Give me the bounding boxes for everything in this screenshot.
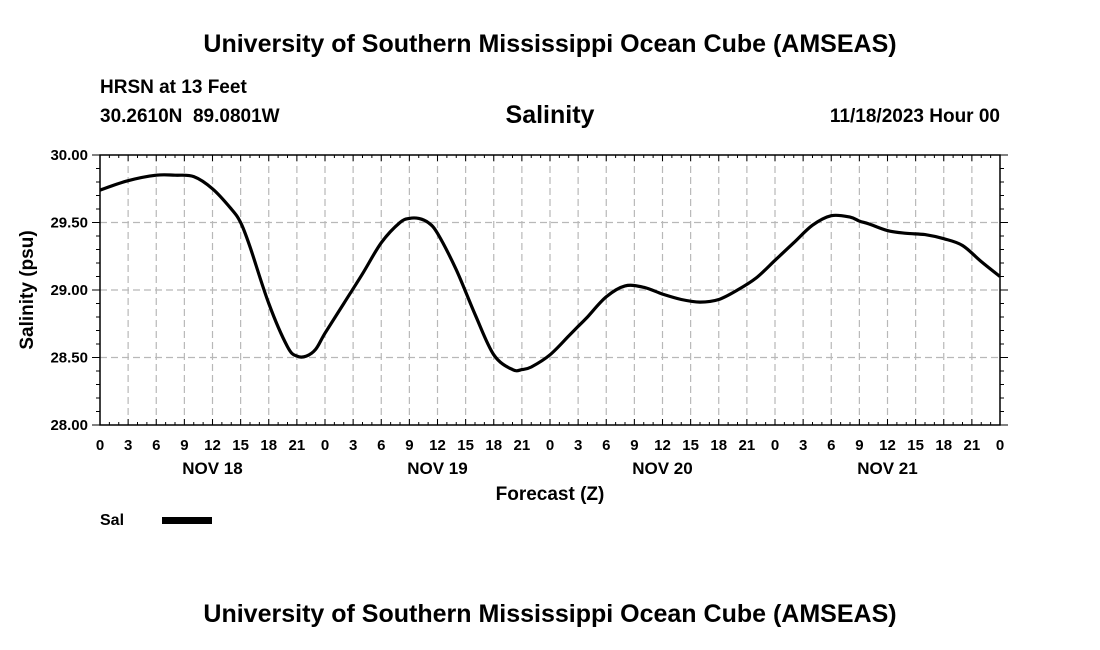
x-tick-label: 15 — [907, 437, 924, 454]
chart-footer-title: University of Southern Mississippi Ocean… — [203, 600, 897, 628]
x-axis-title: Forecast (Z) — [496, 484, 605, 505]
x-tick-label: 3 — [574, 437, 582, 454]
x-tick-label: 9 — [855, 437, 863, 454]
y-tick-label: 29.00 — [50, 282, 88, 299]
legend-swatch — [162, 517, 212, 524]
plot-title: Salinity — [505, 101, 595, 129]
x-tick-label: 18 — [260, 437, 277, 454]
x-tick-label: 0 — [546, 437, 554, 454]
run-time: 11/18/2023 Hour 00 — [829, 106, 1000, 127]
x-tick-label: 18 — [485, 437, 502, 454]
x-tick-label: 9 — [630, 437, 638, 454]
x-tick-label: 6 — [377, 437, 385, 454]
y-tick-label: 28.00 — [50, 417, 88, 434]
y-tick-label: 29.50 — [50, 215, 88, 232]
day-label: NOV 20 — [632, 459, 692, 478]
x-tick-label: 3 — [349, 437, 357, 454]
x-tick-label: 0 — [771, 437, 779, 454]
day-label: NOV 21 — [857, 459, 917, 478]
x-tick-label: 15 — [457, 437, 474, 454]
x-tick-label: 15 — [682, 437, 699, 454]
station-label: HRSN at 13 Feet — [100, 77, 247, 98]
x-tick-label: 21 — [289, 437, 306, 454]
station-coordinates: 30.2610N 89.0801W — [100, 106, 280, 127]
y-tick-label: 28.50 — [50, 350, 88, 367]
x-tick-label: 0 — [996, 437, 1004, 454]
series-line-sal — [100, 173, 1000, 373]
x-tick-label: 21 — [739, 437, 756, 454]
x-tick-label: 3 — [124, 437, 132, 454]
x-tick-label: 0 — [321, 437, 329, 454]
x-tick-label: 21 — [514, 437, 531, 454]
x-tick-label: 12 — [429, 437, 446, 454]
x-tick-label: 12 — [879, 437, 896, 454]
x-tick-label: 18 — [710, 437, 727, 454]
x-tick-label: 9 — [405, 437, 413, 454]
day-label: NOV 19 — [407, 459, 467, 478]
day-label: NOV 18 — [182, 459, 242, 478]
x-tick-label: 6 — [152, 437, 160, 454]
x-tick-label: 6 — [602, 437, 610, 454]
x-tick-label: 15 — [232, 437, 249, 454]
x-tick-label: 12 — [204, 437, 221, 454]
x-tick-label: 18 — [935, 437, 952, 454]
y-axis-title: Salinity (psu) — [17, 230, 38, 349]
chart-main-title: University of Southern Mississippi Ocean… — [203, 30, 897, 58]
x-tick-label: 3 — [799, 437, 807, 454]
x-tick-label: 0 — [96, 437, 104, 454]
legend-label: Sal — [100, 512, 124, 529]
x-tick-label: 9 — [180, 437, 188, 454]
x-tick-label: 12 — [654, 437, 671, 454]
x-tick-label: 6 — [827, 437, 835, 454]
x-tick-label: 21 — [964, 437, 981, 454]
y-tick-label: 30.00 — [50, 147, 88, 164]
